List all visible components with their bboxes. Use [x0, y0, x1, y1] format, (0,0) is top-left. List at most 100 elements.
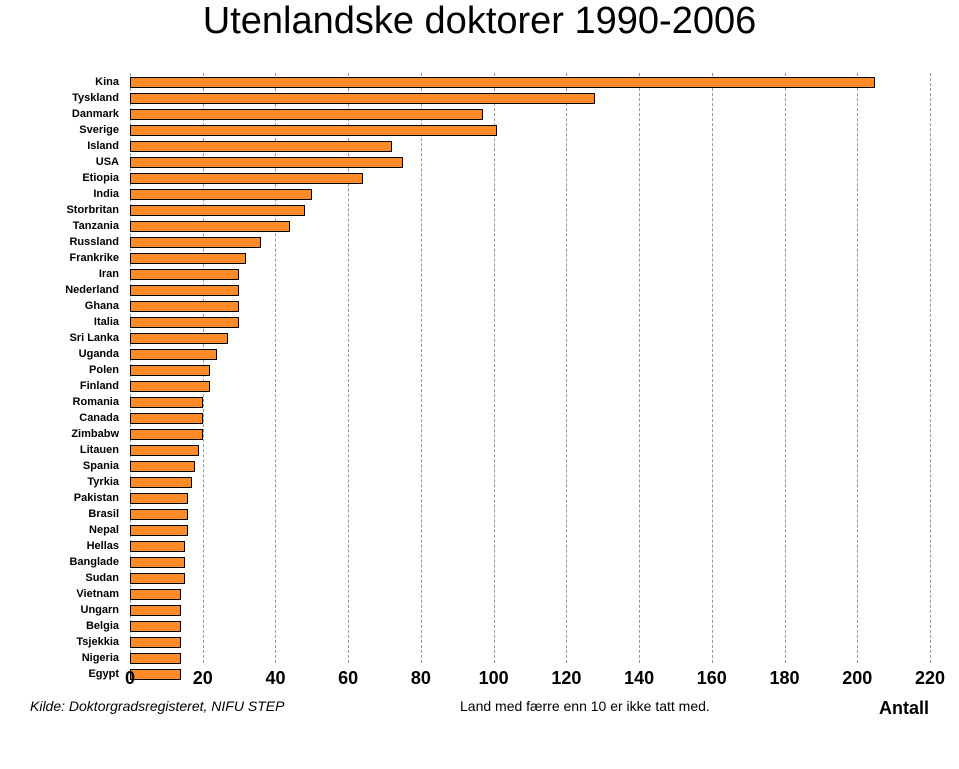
bar [130, 125, 497, 136]
bar [130, 605, 181, 616]
bar [130, 317, 239, 328]
bar [130, 189, 312, 200]
y-category-label: Nigeria [24, 653, 119, 664]
bar [130, 205, 305, 216]
bar [130, 653, 181, 664]
x-tick-label: 220 [915, 668, 945, 689]
chart-title: Utenlandske doktorer 1990-2006 [0, 0, 959, 43]
y-category-label: Frankrike [24, 253, 119, 264]
bar [130, 589, 181, 600]
y-category-label: Kina [24, 77, 119, 88]
x-tick-label: 160 [697, 668, 727, 689]
x-tick-label: 0 [125, 668, 135, 689]
y-category-label: Belgia [24, 621, 119, 632]
x-tick-label: 200 [842, 668, 872, 689]
y-category-label: Polen [24, 365, 119, 376]
bar [130, 141, 392, 152]
gridline [712, 73, 713, 663]
bar [130, 637, 181, 648]
y-category-label: Finland [24, 381, 119, 392]
source-text: Kilde: Doktorgradsregisteret, NIFU STEP [30, 698, 284, 714]
bar [130, 77, 875, 88]
y-category-label: Sverige [24, 125, 119, 136]
y-category-label: Nepal [24, 525, 119, 536]
y-category-label: Banglade [24, 557, 119, 568]
y-category-label: Zimbabw [24, 429, 119, 440]
bar [130, 461, 195, 472]
bar [130, 253, 246, 264]
y-category-label: Pakistan [24, 493, 119, 504]
y-category-label: Storbritan [24, 205, 119, 216]
bar [130, 477, 192, 488]
x-tick-label: 80 [411, 668, 431, 689]
gridline [421, 73, 422, 663]
x-tick-label: 20 [193, 668, 213, 689]
y-category-label: Tanzania [24, 221, 119, 232]
y-category-label: Uganda [24, 349, 119, 360]
x-tick-label: 60 [338, 668, 358, 689]
y-category-label: Brasil [24, 509, 119, 520]
bar [130, 525, 188, 536]
y-category-label: Spania [24, 461, 119, 472]
gridline [639, 73, 640, 663]
y-category-label: Sri Lanka [24, 333, 119, 344]
y-category-label: Canada [24, 413, 119, 424]
x-tick-label: 100 [479, 668, 509, 689]
x-tick-label: 140 [624, 668, 654, 689]
y-category-label: Danmark [24, 109, 119, 120]
bar [130, 173, 363, 184]
bar [130, 221, 290, 232]
y-category-label: Etiopia [24, 173, 119, 184]
y-category-label: Romania [24, 397, 119, 408]
y-category-label: Russland [24, 237, 119, 248]
y-category-label: Iran [24, 269, 119, 280]
bar [130, 381, 210, 392]
bar [130, 397, 203, 408]
x-tick-label: 120 [551, 668, 581, 689]
x-tick-label: 180 [770, 668, 800, 689]
bar [130, 413, 203, 424]
bar [130, 269, 239, 280]
gridline [785, 73, 786, 663]
y-category-label: Tsjekkia [24, 637, 119, 648]
bar [130, 541, 185, 552]
bar [130, 509, 188, 520]
bar [130, 237, 261, 248]
bar [130, 109, 483, 120]
y-category-label: Ungarn [24, 605, 119, 616]
y-category-label: USA [24, 157, 119, 168]
y-category-label: India [24, 189, 119, 200]
bar [130, 93, 595, 104]
y-category-label: Tyrkia [24, 477, 119, 488]
gridline [857, 73, 858, 663]
y-category-label: Italia [24, 317, 119, 328]
bar [130, 333, 228, 344]
y-category-label: Sudan [24, 573, 119, 584]
bar [130, 157, 403, 168]
y-category-label: Island [24, 141, 119, 152]
bar [130, 493, 188, 504]
bar [130, 557, 185, 568]
bar [130, 445, 199, 456]
bar [130, 573, 185, 584]
bar [130, 669, 181, 680]
y-category-label: Vietnam [24, 589, 119, 600]
xaxis-label: Antall [879, 698, 929, 719]
gridline [930, 73, 931, 663]
bar [130, 365, 210, 376]
bar [130, 285, 239, 296]
note-text: Land med færre enn 10 er ikke tatt med. [460, 698, 710, 714]
y-category-label: Hellas [24, 541, 119, 552]
y-category-label: Ghana [24, 301, 119, 312]
gridline [566, 73, 567, 663]
plot-area [130, 73, 930, 663]
bar [130, 349, 217, 360]
bar [130, 301, 239, 312]
y-category-label: Tyskland [24, 93, 119, 104]
bar [130, 429, 203, 440]
y-category-label: Nederland [24, 285, 119, 296]
y-category-label: Egypt [24, 669, 119, 680]
gridline [494, 73, 495, 663]
y-category-label: Litauen [24, 445, 119, 456]
x-tick-label: 40 [265, 668, 285, 689]
